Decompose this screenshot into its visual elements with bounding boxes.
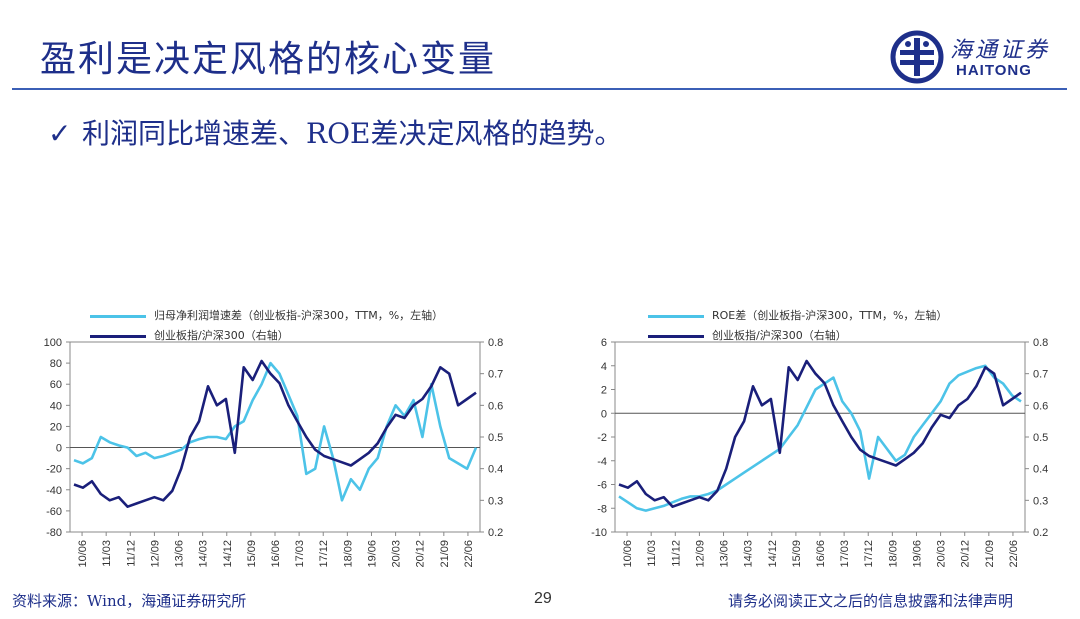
left-axis-label: 20 [50,421,62,433]
x-axis-label: 13/06 [174,540,186,568]
x-axis-label: 10/06 [622,540,634,568]
right-axis-label: 0.7 [488,369,503,381]
right-axis-label: 0.2 [488,527,503,539]
x-axis-label: 16/06 [270,540,282,568]
right-axis-label: 0.6 [1033,400,1048,412]
right-axis-label: 0.2 [1033,527,1048,539]
chart-2-legend-item-2: 创业板指/沪深300（右轴） [648,326,947,346]
x-axis-label: 14/12 [767,540,779,568]
right-axis-label: 0.5 [1033,432,1048,444]
right-axis-label: 0.4 [488,464,503,476]
x-axis-label: 12/09 [149,540,161,568]
chart-2: 6 4 2 0 -2 -4 -6 -8 -10 0.8 0.7 0.6 0.5 0.4 0.3 0.2 10/0… [591,337,1048,568]
series-line-1 [618,364,1022,512]
x-axis-label: 17/03 [294,540,306,568]
left-axis-label: 4 [601,361,607,373]
x-axis-label: 11/03 [646,540,658,567]
left-axis-label: -6 [597,480,607,492]
right-axis-label: 0.7 [1033,369,1048,381]
x-axis-label: 20/12 [960,540,972,568]
left-axis-label: -10 [591,527,607,539]
left-axis-label: 80 [50,358,62,370]
right-axis-label: 0.6 [488,400,503,412]
series-line-1 [73,361,478,502]
x-axis-label: 17/03 [839,540,851,568]
right-axis-label: 0.3 [1033,495,1048,507]
x-axis-label: 14/03 [198,540,210,568]
x-axis-label: 17/12 [318,540,330,568]
x-axis-label: 19/06 [911,540,923,568]
x-axis-label: 13/06 [719,540,731,568]
x-axis-label: 18/09 [342,540,354,568]
x-axis-label: 16/06 [815,540,827,568]
x-axis-label: 12/09 [694,540,706,568]
left-axis-label: 0 [56,443,62,455]
bullet-text: 利润同比增速差、ROE差决定风格的趋势。 [82,117,623,150]
left-axis-label: 60 [50,379,62,391]
left-axis-label: 0 [601,408,607,420]
left-axis-label: 40 [50,400,62,412]
plot-frame [614,341,1026,533]
left-axis-label: 2 [601,385,607,397]
x-axis-label: 21/09 [439,540,451,568]
x-axis-label: 11/12 [670,540,682,567]
right-axis-label: 0.3 [488,495,503,507]
left-axis-label: -4 [597,456,607,468]
x-axis-label: 15/09 [246,540,258,568]
right-axis-label: 0.5 [488,432,503,444]
chart-1: 100 80 60 40 20 0 -20 -40 -60 -80 0.8 0.7 0.6 0.5 0.4 0… [44,337,504,568]
checkmark-icon: ✓ [48,117,72,150]
chart-2-legend: ROE差（创业板指-沪深300，TTM，%，左轴） 创业板指/沪深300（右轴） [648,306,947,346]
x-axis-label: 15/09 [791,540,803,568]
haitong-logo: 海通证券 HAITONG [890,30,1060,86]
x-axis-label: 14/03 [743,540,755,568]
x-axis-label: 20/03 [936,540,948,568]
chart-2-legend-item-1: ROE差（创业板指-沪深300，TTM，%，左轴） [648,306,947,326]
left-axis-label: 6 [601,337,607,349]
x-axis-label: 22/06 [1008,540,1020,568]
footer-source: 资料来源：Wind，海通证券研究所 [12,592,247,610]
left-axis-label: -8 [597,503,607,515]
haitong-logo-icon [890,30,944,84]
slide-title: 盈利是决定风格的核心变量 [40,39,497,80]
x-axis-label: 22/06 [463,540,475,568]
plot-frame [69,341,481,533]
left-axis-label: -80 [46,527,62,539]
left-axis-label: 100 [44,337,62,349]
x-axis-label: 21/09 [984,540,996,568]
x-axis-label: 20/03 [391,540,403,568]
x-axis-label: 14/12 [222,540,234,568]
series-line-2 [73,359,477,508]
page-number: 29 [534,590,552,607]
x-axis-label: 10/06 [77,540,89,568]
chart-1-legend: 归母净利润增速差（创业板指-沪深300，TTM，%，左轴） 创业板指/沪深300… [90,306,443,346]
x-axis-label: 11/12 [125,540,137,567]
right-axis-label: 0.4 [1033,464,1048,476]
left-axis-label: -20 [46,464,62,476]
logo-chinese-name: 海通证券 [950,38,1051,63]
chart-1-legend-item-1: 归母净利润增速差（创业板指-沪深300，TTM，%，左轴） [90,306,443,326]
left-axis-label: -60 [46,506,62,518]
chart-1-legend-item-2: 创业板指/沪深300（右轴） [90,326,443,346]
x-axis-label: 19/06 [366,540,378,568]
title-divider [12,88,1067,90]
x-axis-label: 11/03 [101,540,113,567]
left-axis-label: -40 [46,485,62,497]
x-axis-label: 17/12 [863,540,875,568]
footer-disclaimer: 请务必阅读正文之后的信息披露和法律声明 [728,592,1014,610]
series-line-2 [618,359,1022,508]
x-axis-label: 20/12 [415,540,427,568]
x-axis-label: 18/09 [887,540,899,568]
left-axis-label: -2 [597,432,607,444]
logo-english-name: HAITONG [956,62,1032,79]
bullet-point: ✓ 利润同比增速差、ROE差决定风格的趋势。 [48,112,622,152]
right-axis-label: 0.8 [1033,337,1048,349]
right-axis-label: 0.8 [488,337,503,349]
